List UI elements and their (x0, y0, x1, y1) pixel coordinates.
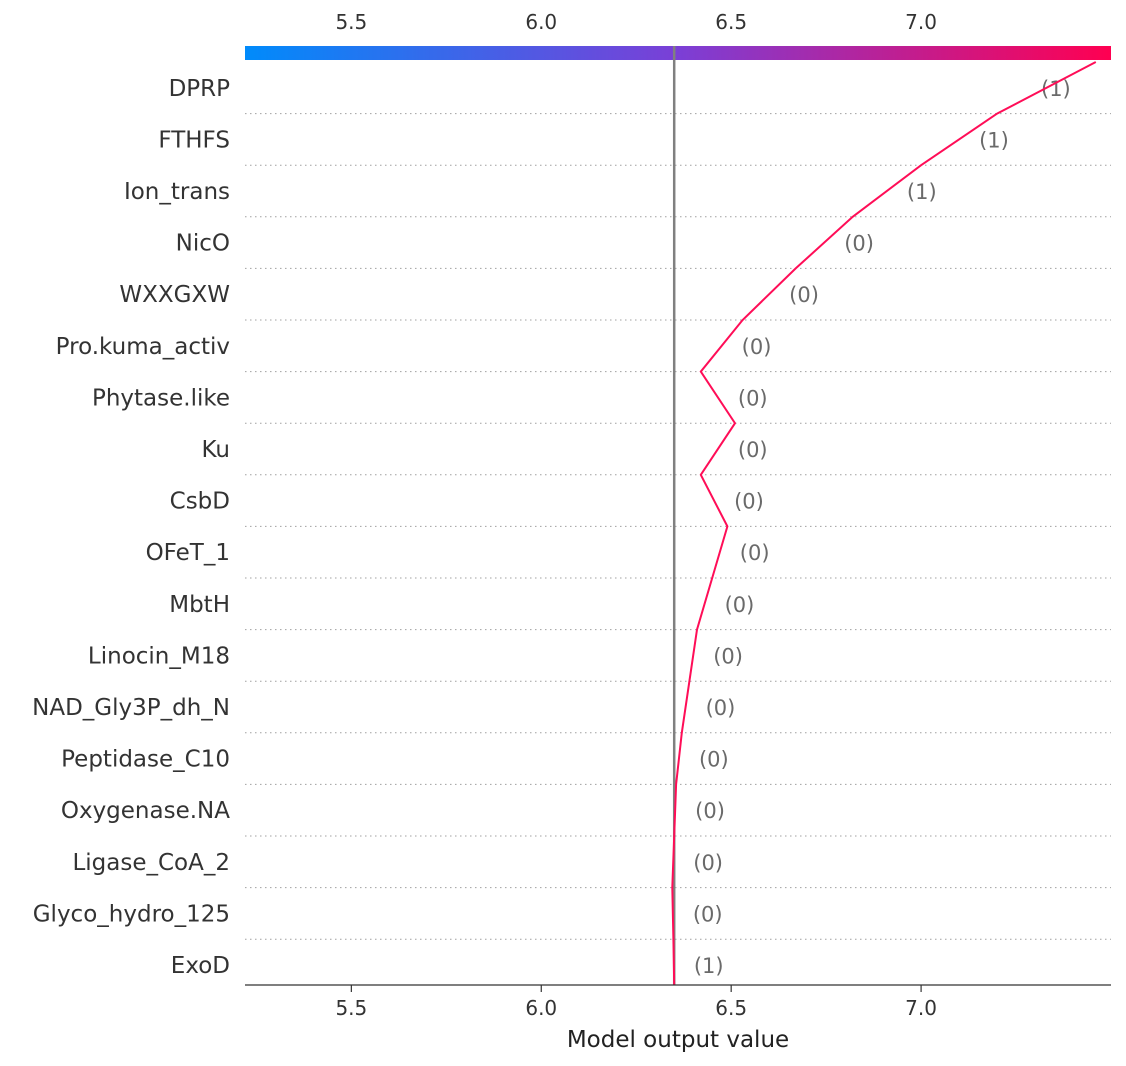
feature-label: MbtH (169, 592, 230, 618)
feature-value-label: (0) (844, 232, 874, 256)
feature-value-label: (0) (740, 541, 770, 565)
feature-label: FTHFS (158, 127, 230, 153)
feature-label: ExoD (171, 953, 230, 979)
decision-path (671, 61, 1097, 986)
feature-labels: DPRP FTHFS Ion_trans NicO WXXGXW Pro.kuma_act… (32, 76, 230, 979)
feature-label: Phytase.like (92, 385, 230, 411)
feature-label: WXXGXW (119, 282, 230, 308)
top-tick-label: 5.5 (335, 10, 367, 34)
feature-label: NicO (176, 231, 230, 257)
top-tick-labels: 5.5 6.0 6.5 7.0 (335, 10, 937, 34)
top-tick-label: 7.0 (905, 10, 937, 34)
feature-value-label: (0) (699, 748, 729, 772)
feature-label: Linocin_M18 (88, 643, 230, 669)
colorbar (245, 46, 1111, 60)
bottom-ticks: 5.5 6.0 6.5 7.0 (335, 985, 937, 1020)
feature-label: Ion_trans (124, 179, 230, 205)
feature-value-label: (0) (734, 490, 764, 514)
feature-value-label: (0) (725, 593, 755, 617)
top-tick-label: 6.0 (525, 10, 557, 34)
feature-value-label: (1) (694, 954, 724, 978)
x-axis-title: Model output value (567, 1027, 789, 1053)
grid-lines (245, 113, 1111, 940)
value-labels: (1) (1) (1) (0) (0) (0) (0) (0) (0) (0) (0) (0) (0) (… (693, 77, 1071, 978)
bottom-tick-label: 7.0 (905, 996, 937, 1020)
feature-label: DPRP (169, 76, 231, 102)
feature-value-label: (1) (907, 180, 937, 204)
feature-label: Peptidase_C10 (61, 747, 230, 773)
feature-value-label: (0) (738, 386, 768, 410)
feature-label: Pro.kuma_activ (56, 334, 230, 360)
feature-value-label: (0) (706, 696, 736, 720)
bottom-tick-label: 5.5 (335, 996, 367, 1020)
feature-label: CsbD (170, 489, 230, 515)
feature-value-label: (0) (695, 799, 725, 823)
feature-value-label: (0) (789, 283, 819, 307)
feature-label: NAD_Gly3P_dh_N (32, 695, 230, 721)
feature-value-label: (1) (979, 128, 1009, 152)
feature-value-label: (0) (713, 644, 743, 668)
bottom-tick-label: 6.5 (715, 996, 747, 1020)
feature-label: OFeT_1 (146, 540, 230, 566)
feature-label: Glyco_hydro_125 (33, 901, 230, 927)
feature-value-label: (0) (693, 902, 723, 926)
feature-label: Ligase_CoA_2 (72, 850, 230, 876)
feature-value-label: (0) (742, 335, 772, 359)
feature-value-label: (0) (693, 851, 723, 875)
top-tick-label: 6.5 (715, 10, 747, 34)
bottom-tick-label: 6.0 (525, 996, 557, 1020)
feature-label: Oxygenase.NA (61, 798, 230, 824)
feature-value-label: (0) (738, 438, 768, 462)
feature-label: Ku (201, 437, 230, 463)
